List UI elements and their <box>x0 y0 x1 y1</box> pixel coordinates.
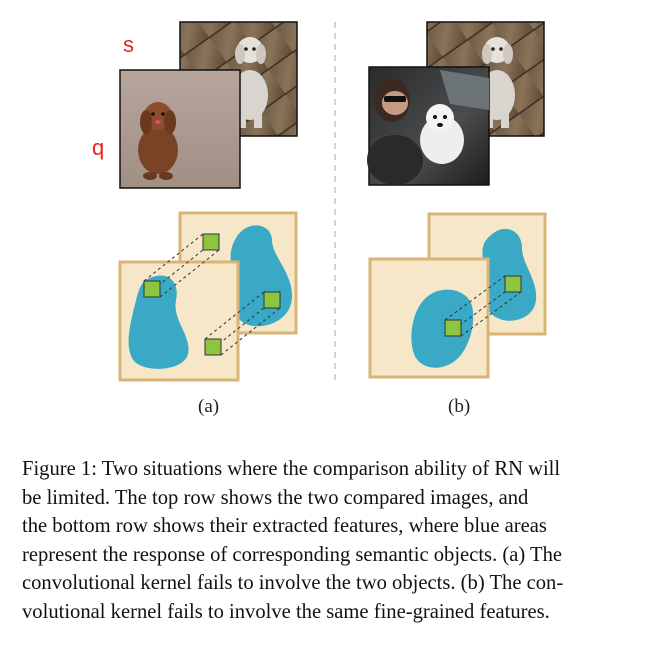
subcaption-a: (a) <box>198 396 220 417</box>
caption-line: convolutional kernel fails to involve th… <box>22 572 564 595</box>
figure-caption: Figure 1: Two situations where the compa… <box>22 455 650 627</box>
query-feature-map-a <box>118 260 240 382</box>
caption-line: represent the response of corresponding … <box>22 543 563 566</box>
kernel-square <box>504 275 522 293</box>
query-feature-map-b <box>368 257 490 379</box>
caption-line: volutional kernel fails to involve the s… <box>22 600 550 623</box>
panel-b-features <box>368 212 547 379</box>
kernel-square <box>143 280 161 298</box>
caption-line: Figure 1: Two situations where the compa… <box>22 458 561 480</box>
kernel-square <box>444 319 462 337</box>
caption-line: the bottom row shows their extracted fea… <box>22 515 547 538</box>
panel-a-images <box>119 21 298 189</box>
query-image-b <box>367 66 490 186</box>
panel-a-features <box>118 211 298 382</box>
panel-b-images <box>367 21 545 186</box>
query-label: q <box>92 135 105 160</box>
kernel-square <box>263 291 281 309</box>
support-label: s <box>123 32 134 57</box>
subcaption-b: (b) <box>448 396 471 417</box>
caption-line: be limited. The top row shows the two co… <box>22 486 529 509</box>
query-image-a <box>119 69 241 189</box>
figure-1 <box>118 21 547 382</box>
kernel-square <box>204 338 222 356</box>
kernel-square <box>202 233 220 251</box>
